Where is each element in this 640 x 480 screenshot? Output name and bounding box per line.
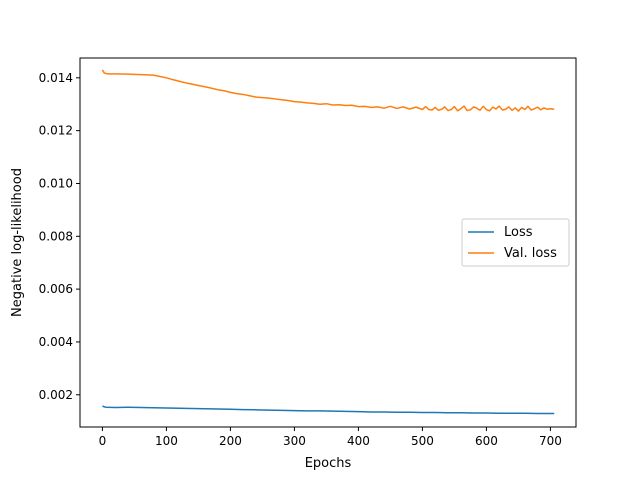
x-tick-label: 0	[99, 434, 107, 448]
y-tick-label: 0.002	[39, 388, 73, 402]
x-tick-label: 100	[155, 434, 178, 448]
x-tick-label: 300	[283, 434, 306, 448]
plot-frame	[79, 57, 577, 428]
legend-label: Val. loss	[504, 246, 557, 261]
y-tick-label: 0.012	[39, 124, 73, 138]
x-tick-label: 700	[539, 434, 562, 448]
series-line-val-loss	[101, 69, 555, 112]
series-line-loss	[102, 405, 555, 415]
legend: Loss Val. loss	[461, 218, 570, 267]
y-axis-title: Negative log-likelihood	[10, 168, 25, 317]
y-tick-label: 0.014	[39, 71, 73, 85]
legend-box	[461, 218, 570, 267]
y-tick-label: 0.010	[39, 176, 73, 190]
x-tick-label: 400	[347, 434, 370, 448]
x-tick-label: 600	[475, 434, 498, 448]
ticks-layer: 0 100 200 300 400 500 600 700 0.002 0.004 0.006 0.0…	[39, 71, 562, 448]
y-tick-label: 0.004	[39, 335, 73, 349]
legend-label: Loss	[504, 225, 533, 240]
x-tick-label: 200	[219, 434, 242, 448]
x-tick-label: 500	[411, 434, 434, 448]
y-tick-label: 0.006	[39, 282, 73, 296]
plot-layer	[101, 69, 555, 415]
x-axis-title: Epochs	[305, 456, 352, 471]
y-tick-label: 0.008	[39, 229, 73, 243]
